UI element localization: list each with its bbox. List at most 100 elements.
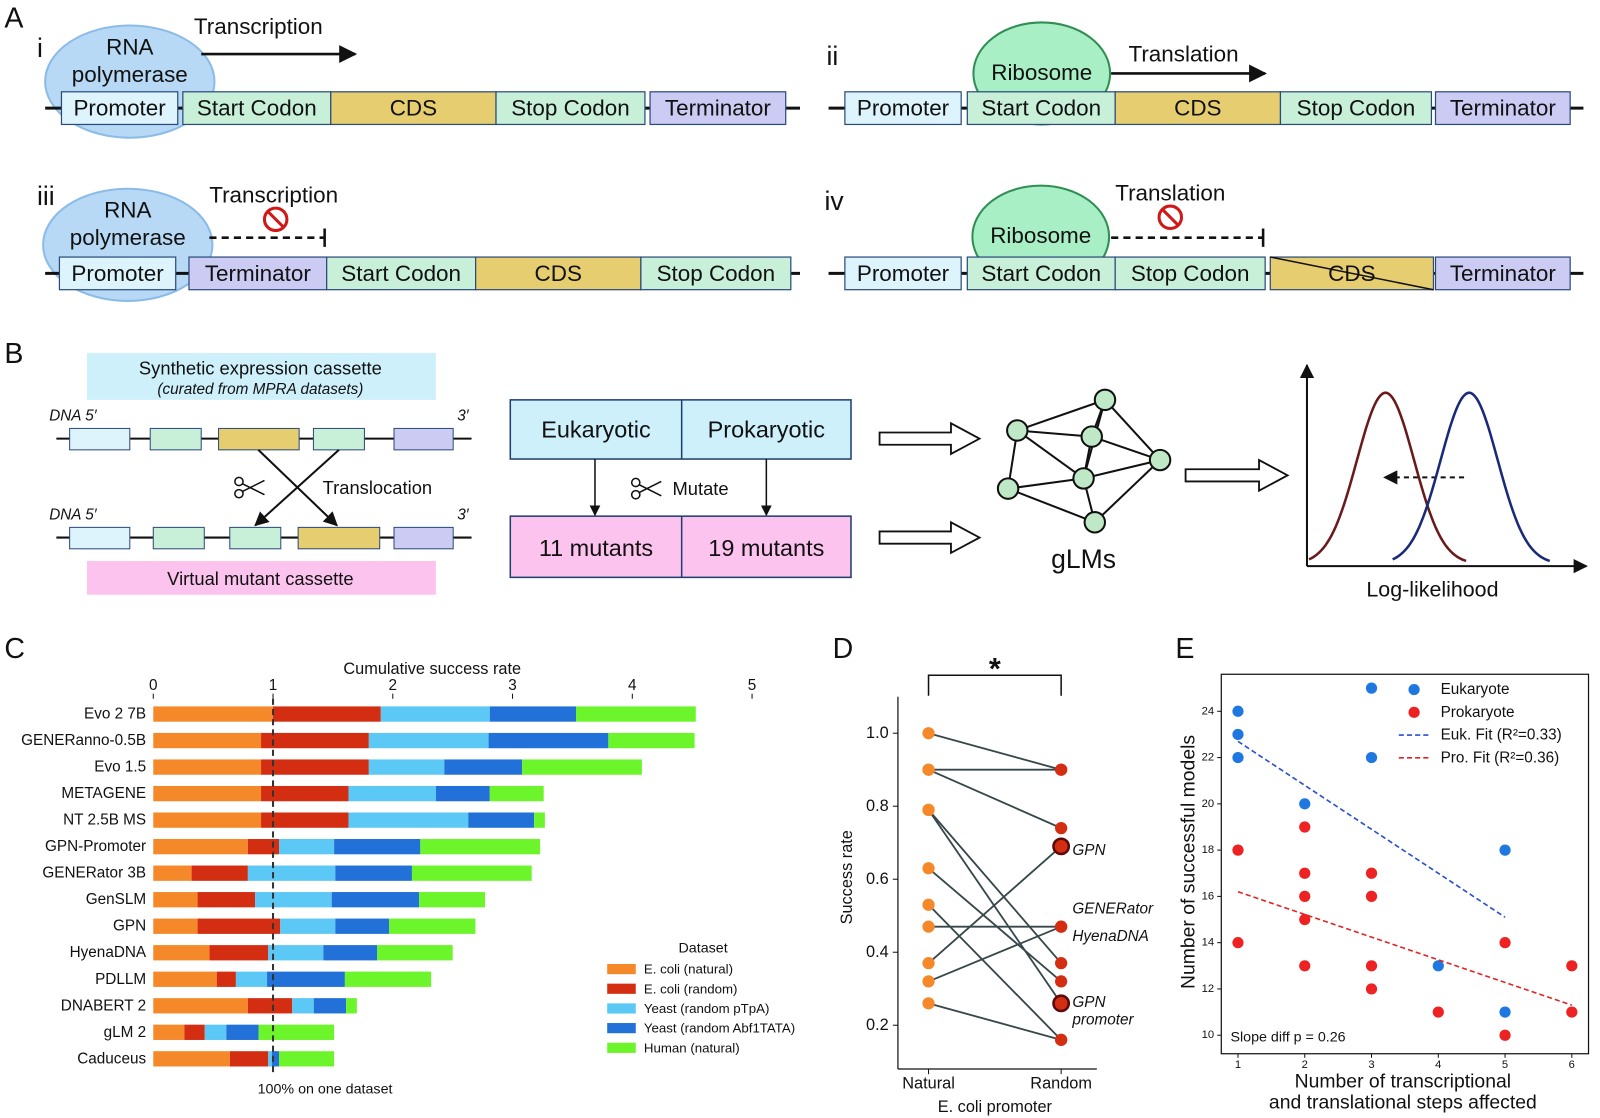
scatter-point bbox=[1232, 844, 1244, 856]
scatter-point bbox=[1499, 937, 1511, 949]
pair-line bbox=[928, 768, 1062, 829]
element-box bbox=[1279, 91, 1433, 126]
element-label: Terminator bbox=[1450, 96, 1557, 121]
bar-segment bbox=[292, 998, 314, 1014]
fit-line bbox=[1237, 890, 1573, 1006]
bar-segment bbox=[313, 998, 347, 1014]
scatter-point bbox=[1299, 960, 1311, 972]
plot-frame bbox=[1220, 673, 1590, 1055]
bar-segment bbox=[534, 812, 545, 828]
y-tick-label: 0.4 bbox=[866, 943, 889, 961]
network-edge bbox=[1016, 429, 1085, 480]
point-random bbox=[1055, 975, 1068, 988]
annotation: Slope diff p = 0.26 bbox=[1230, 1029, 1345, 1045]
legend-label: Pro. Fit (R²=0.36) bbox=[1441, 749, 1560, 766]
element-label: Start Codon bbox=[341, 261, 461, 286]
bar-segment bbox=[153, 759, 262, 775]
pair-line bbox=[927, 845, 1062, 964]
y-tick-label: 14 bbox=[1202, 937, 1214, 949]
x-tick-label: 0 bbox=[149, 677, 158, 694]
x-tick-label: 2 bbox=[1302, 1059, 1308, 1071]
category-label: GPN-Promoter bbox=[45, 838, 146, 855]
y-tick-label: 18 bbox=[1202, 844, 1214, 856]
mutant-title: Virtual mutant cassette bbox=[167, 568, 353, 589]
bar-segment bbox=[335, 865, 412, 881]
element-box bbox=[297, 526, 381, 550]
legend-swatch bbox=[607, 1023, 636, 1034]
axis-label: Log-likelihood bbox=[1366, 578, 1498, 602]
y-tick-label: 16 bbox=[1202, 890, 1214, 902]
bar-segment bbox=[323, 945, 378, 961]
category-label: GENERanno-0.5B bbox=[21, 732, 146, 749]
scissors bbox=[638, 480, 662, 494]
element-label: Promoter bbox=[857, 96, 950, 121]
scatter-point bbox=[1566, 960, 1578, 972]
dna-label: 3′ bbox=[457, 408, 470, 425]
bar-segment bbox=[153, 1051, 230, 1067]
bar-segment bbox=[267, 971, 345, 987]
scatter-point bbox=[1365, 751, 1378, 764]
y-tick-label: 0.2 bbox=[866, 1016, 889, 1034]
cassette-subtitle: (curated from MPRA datasets) bbox=[157, 381, 363, 398]
network-edge bbox=[1016, 398, 1106, 432]
y-axis-label: Number of successful models bbox=[1178, 735, 1200, 989]
bar-segment bbox=[268, 945, 324, 961]
point-natural bbox=[922, 975, 935, 988]
agent-label: polymerase bbox=[70, 225, 186, 250]
x-tick-label: Random bbox=[1030, 1074, 1092, 1092]
x-tick-label: 5 bbox=[748, 677, 757, 694]
bar-segment bbox=[489, 785, 544, 802]
agent-label: RNA bbox=[106, 34, 153, 59]
pair-line bbox=[928, 925, 1062, 983]
numeral: iv bbox=[824, 186, 844, 216]
element-label: CDS bbox=[535, 261, 582, 286]
numeral: ii bbox=[827, 41, 839, 71]
y-tick-label: 10 bbox=[1202, 1029, 1214, 1041]
bar-segment bbox=[368, 759, 445, 775]
network-node bbox=[1006, 419, 1029, 442]
network-edge bbox=[1094, 459, 1161, 524]
element-box bbox=[475, 256, 642, 291]
element-label: Start Codon bbox=[981, 96, 1101, 121]
bar-segment bbox=[209, 945, 269, 961]
y-tick-label: 22 bbox=[1202, 752, 1214, 764]
element-box bbox=[640, 256, 792, 291]
element-box bbox=[1434, 91, 1571, 126]
bar-segment bbox=[389, 918, 476, 934]
legend-swatch bbox=[607, 983, 636, 994]
legend-label: Euk. Fit (R²=0.33) bbox=[1441, 727, 1562, 744]
bar-segment bbox=[247, 998, 293, 1014]
annotation: GPN bbox=[1072, 842, 1106, 859]
category-label: GenSLM bbox=[86, 891, 146, 908]
bar-segment bbox=[380, 706, 490, 722]
element-label: Promoter bbox=[857, 261, 950, 286]
bar-segment bbox=[468, 812, 535, 828]
element-box bbox=[326, 256, 477, 291]
scatter-point bbox=[1499, 844, 1511, 856]
bar-segment bbox=[258, 1024, 335, 1040]
y-tick-label: 24 bbox=[1202, 705, 1214, 717]
panel-label: E bbox=[1175, 633, 1194, 665]
category-label: GENERator 3B bbox=[42, 865, 146, 882]
bar-segment bbox=[348, 812, 469, 828]
element-box bbox=[229, 526, 282, 550]
bar-segment bbox=[153, 945, 210, 961]
bar-segment bbox=[247, 839, 280, 855]
bar-segment bbox=[153, 706, 274, 722]
network-node bbox=[1093, 388, 1117, 412]
point-natural bbox=[922, 898, 935, 911]
scatter-point bbox=[1365, 983, 1378, 995]
point-random bbox=[1055, 1033, 1068, 1046]
panel-label: D bbox=[833, 633, 854, 665]
element-box bbox=[1114, 256, 1266, 291]
legend-label: Eukaryote bbox=[1441, 681, 1510, 698]
bar-segment bbox=[197, 892, 256, 908]
bar-segment bbox=[279, 1051, 335, 1067]
domain-label: Prokaryotic bbox=[708, 416, 826, 442]
bar-segment bbox=[235, 971, 268, 987]
element-box bbox=[69, 427, 131, 451]
point-random bbox=[1055, 920, 1068, 933]
bar-segment bbox=[368, 732, 489, 749]
process-label: Translation bbox=[1128, 42, 1238, 67]
